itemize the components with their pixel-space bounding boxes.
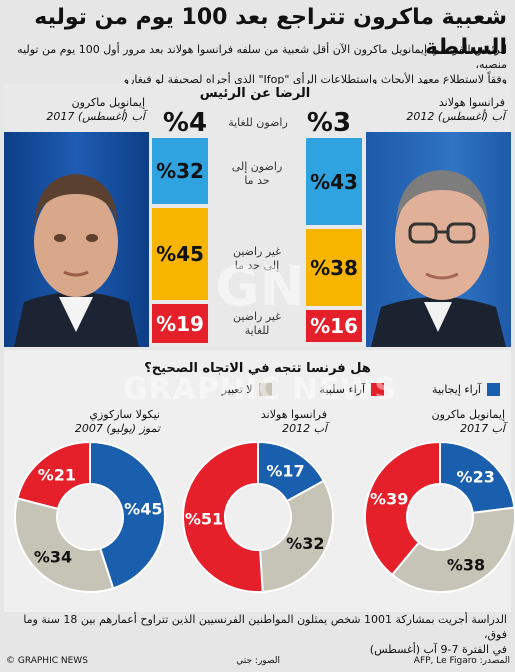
donut-hollande-slice-3 — [182, 440, 264, 593]
donut-hollande-label-3: %51 — [185, 510, 223, 529]
donut-macron-label-2: %38 — [447, 555, 485, 574]
page-title: شعبية ماكرون تتراجع بعد 100 يوم من توليه… — [34, 5, 507, 60]
donut-hollande-date: آب 2012 — [282, 422, 327, 435]
label-fairly-satisfied: راضون إلى حد ما — [212, 160, 302, 188]
hollande-bar-segment-3: %16 — [306, 310, 362, 342]
donut-caption-hollande: فرانسوا هولاند آب 2012 — [222, 408, 327, 436]
direction-heading: هل فرنسا تتجه في الاتجاه الصحيح؟ — [144, 361, 371, 376]
hollande-bar-segment-1: %43 — [306, 138, 362, 225]
legend-neutral: لا تعبير — [222, 383, 272, 396]
footer-source: المصدر: AFP, Le Figaro — [413, 656, 510, 666]
donut-hollande-label-1: %17 — [266, 462, 304, 481]
label-fairly-satisfied-line-2: حد ما — [244, 174, 270, 187]
footer-photos-credit: الصور: جتي — [236, 656, 280, 666]
direction-legend: آراء إيجابية آراء سلبية لا تعبير — [60, 383, 500, 396]
label-somewhat-dissatisfied-line-2: إلى حد ما — [234, 259, 280, 272]
donut-macron-slice-2 — [390, 506, 515, 593]
macron-bar-segment-3: %19 — [152, 304, 208, 343]
donut-sarkozy-label-1: %45 — [124, 500, 162, 519]
donut-sarkozy-slice-2 — [14, 497, 115, 593]
legend-neutral-label: لا تعبير — [221, 383, 253, 396]
donut-macron-label-1: %23 — [457, 467, 495, 486]
donut-sarkozy-slice-1 — [89, 440, 166, 590]
macron-portrait-illustration — [14, 174, 139, 347]
donut-sarkozy-date: تموز (يوليو) 2007 — [74, 422, 160, 435]
donut-caption-macron: إيمانويل ماكرون آب 2017 — [390, 408, 505, 436]
label-very-satisfied: راضون للغاية — [228, 116, 288, 129]
label-fairly-satisfied-line-1: راضون إلى — [231, 160, 283, 173]
donut-hollande-label-2: %32 — [286, 534, 324, 553]
hollande-date: آب (أغسطس) 2012 — [406, 110, 505, 123]
legend-positive: آراء إيجابية — [432, 383, 500, 396]
legend-positive-swatch — [487, 383, 500, 396]
legend-negative: آراء سلبية — [320, 383, 385, 396]
donut-sarkozy-name: نيكولا ساركوزي — [89, 408, 160, 421]
hollande-very-satisfied-value: %3 — [306, 108, 352, 138]
donut-sarkozy-label-2: %34 — [34, 547, 72, 566]
hollande-photo — [366, 132, 511, 347]
footnote-line-1: الدراسة أجريت بمشاركة 1001 شخص يمثلون ال… — [23, 613, 507, 641]
macron-very-satisfied-value: %4 — [162, 108, 208, 138]
donut-sarkozy-label-3: %21 — [38, 465, 76, 484]
legend-negative-swatch — [371, 383, 385, 396]
subtitle-line-2: وفقاً لاستطلاع معهد الأبحاث واستطلاعات ا… — [123, 73, 507, 86]
donut-hollande-slice-2 — [259, 479, 334, 593]
hollande-portrait-illustration — [371, 170, 506, 347]
label-somewhat-dissatisfied-line-1: غير راضين — [232, 245, 282, 258]
label-very-dissatisfied: غير راضين للغاية — [212, 310, 302, 338]
hollande-bar-segment-2: %38 — [306, 229, 362, 306]
macron-bar: %32 %45 %19 — [152, 138, 208, 343]
label-very-dissatisfied-line-2: للغاية — [244, 324, 270, 337]
legend-neutral-swatch — [258, 383, 272, 396]
legend-positive-label: آراء إيجابية — [432, 383, 481, 396]
subtitle-line-1: الرئيس الفرنسي إيمانويل ماكرون الآن أقل … — [17, 43, 507, 71]
satisfaction-heading: الرضا عن الرئيس — [199, 86, 311, 101]
macron-bar-segment-2: %45 — [152, 208, 208, 300]
watermark-logo: GN — [215, 255, 305, 318]
donut-caption-sarkozy: نيكولا ساركوزي تموز (يوليو) 2007 — [40, 408, 160, 436]
subtitle: الرئيس الفرنسي إيمانويل ماكرون الآن أقل … — [8, 42, 507, 87]
donut-macron-label-3: %39 — [370, 490, 408, 509]
macron-caption: إيمانويل ماكرون آب (أغسطس) 2017 — [20, 96, 145, 124]
label-very-dissatisfied-line-1: غير راضين — [232, 310, 282, 323]
donut-macron-name: إيمانويل ماكرون — [431, 408, 505, 421]
donut-macron-slice-1 — [439, 440, 515, 514]
macron-bar-segment-1: %32 — [152, 138, 208, 204]
hollande-name: فرانسوا هولاند — [438, 96, 505, 109]
label-somewhat-dissatisfied: غير راضين إلى حد ما — [212, 245, 302, 273]
footnote-line-2: في الفترة 7-9 آب (أغسطس) — [369, 643, 507, 656]
donut-macron-slice-3 — [364, 440, 441, 577]
hollande-caption: فرانسوا هولاند آب (أغسطس) 2012 — [370, 96, 505, 124]
donut-macron-date: آب 2017 — [460, 422, 505, 435]
watermark-text: GRAPHIC NEWS — [123, 372, 397, 407]
macron-date: آب (أغسطس) 2017 — [46, 110, 145, 123]
legend-negative-label: آراء سلبية — [319, 383, 366, 396]
donut-hollande-name: فرانسوا هولاند — [260, 408, 327, 421]
footnote: الدراسة أجريت بمشاركة 1001 شخص يمثلون ال… — [8, 612, 507, 657]
donut-sarkozy-slice-3 — [16, 440, 91, 511]
macron-photo — [4, 132, 149, 347]
footer-brand: © GRAPHIC NEWS — [6, 656, 88, 666]
hollande-bar: %43 %38 %16 — [306, 138, 362, 343]
macron-name: إيمانويل ماكرون — [71, 96, 145, 109]
